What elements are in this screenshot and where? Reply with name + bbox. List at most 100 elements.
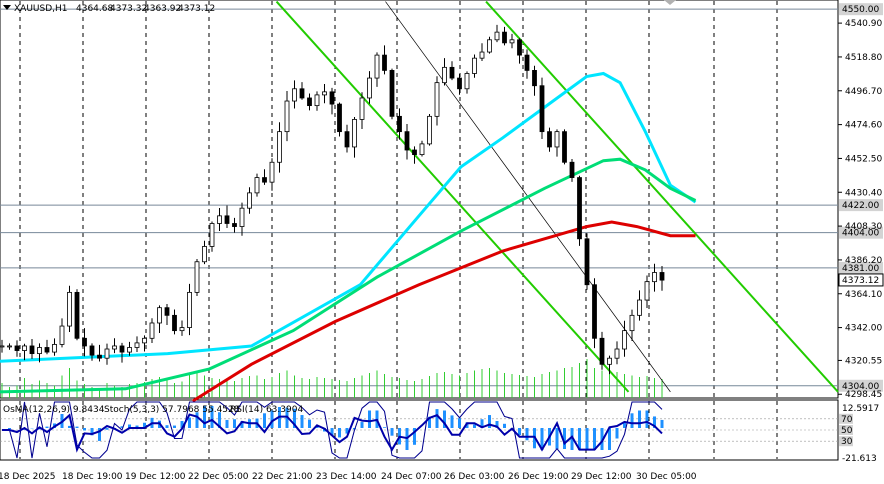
- candle-body: [262, 177, 267, 183]
- candle-body: [472, 57, 477, 74]
- y-tick-label: 4496.70: [845, 87, 882, 97]
- level-tag-label: 4404.00: [842, 229, 879, 239]
- y-tick-label: 4474.60: [845, 121, 882, 131]
- candle-body: [14, 345, 20, 351]
- candle-body: [22, 345, 27, 351]
- candle-body: [584, 238, 590, 286]
- candle-body: [202, 246, 207, 263]
- x-tick-label: 22 Dec 21:00: [252, 472, 313, 482]
- y-tick-label: 4342.00: [845, 324, 882, 334]
- osma-axis-max: 12.5917: [842, 404, 879, 414]
- candle-body: [337, 103, 342, 133]
- candle-body: [509, 39, 515, 44]
- candle-body: [119, 345, 125, 353]
- level-tag-label: 4550.00: [842, 5, 879, 15]
- price-series: [0, 24, 665, 375]
- x-tick-label: 24 Dec 07:00: [381, 472, 442, 482]
- x-tick-label: 26 Dec 03:00: [444, 472, 505, 482]
- candle-body: [52, 344, 57, 353]
- candle-body: [479, 51, 485, 59]
- candle-body: [209, 223, 215, 247]
- candle-body: [532, 70, 537, 87]
- candle-body: [67, 291, 72, 327]
- candle-body: [172, 314, 177, 332]
- candle-body: [157, 307, 162, 324]
- x-tick-label: 29 Dec 12:00: [571, 472, 632, 482]
- candle-body: [127, 347, 132, 353]
- price-pane: [0, 0, 839, 399]
- candle-body: [569, 161, 575, 178]
- candle-body: [7, 345, 12, 348]
- candle-body: [487, 39, 492, 53]
- indicator-level-tag: [839, 436, 853, 447]
- x-tick-label: 26 Dec 19:00: [508, 472, 569, 482]
- y-tick-label: 4364.10: [845, 290, 882, 300]
- candle-body: [292, 88, 297, 102]
- channel-line: [275, 0, 630, 393]
- y-tick-label: 4320.55: [845, 356, 882, 366]
- candle-body: [112, 345, 117, 350]
- candle-body: [554, 131, 560, 148]
- candle-body: [524, 54, 530, 71]
- candle-body: [562, 131, 567, 163]
- close-value: 4373.12: [178, 4, 215, 14]
- current-price-label: 4373.12: [842, 276, 879, 286]
- scroll-marker-icon[interactable]: [664, 0, 676, 5]
- x-tick-label: 30 Dec 05:00: [636, 472, 697, 482]
- candle-body: [659, 272, 665, 281]
- time-axis: 18 Dec 2025 18 Dec 19:00 19 Dec 12:00 22 De…: [0, 472, 697, 482]
- candle-body: [59, 325, 65, 345]
- candle-body: [464, 73, 470, 90]
- level-tag-bg: [839, 199, 883, 212]
- candle-body: [97, 354, 102, 359]
- level-tag-bg: [839, 3, 883, 16]
- candle-body: [239, 207, 245, 227]
- moving-averages: [0, 71, 697, 403]
- candle-body: [382, 54, 387, 71]
- candle-body: [232, 223, 237, 227]
- candle-body: [412, 149, 417, 156]
- candle-body: [644, 281, 650, 301]
- candle-body: [419, 143, 425, 156]
- moving-average-line: [191, 220, 696, 403]
- candle-body: [0, 345, 5, 348]
- candle-body: [44, 347, 50, 353]
- x-tick-label: 23 Dec 14:00: [316, 472, 377, 482]
- candle-body: [149, 322, 155, 339]
- collapse-arrow-icon[interactable]: [3, 5, 11, 10]
- candle-body: [502, 31, 507, 44]
- candle-body: [374, 54, 380, 79]
- indicator-level-tag: [839, 413, 853, 424]
- candle-body: [367, 77, 372, 99]
- y-tick-label: 4540.90: [845, 19, 882, 29]
- x-tick-label: 18 Dec 19:00: [62, 472, 123, 482]
- candle-body: [142, 337, 147, 344]
- candle-body: [329, 91, 335, 105]
- y-tick-label: 4386.20: [845, 256, 882, 266]
- candle-body: [389, 70, 395, 117]
- candle-body: [397, 115, 402, 133]
- candle-body: [652, 272, 657, 283]
- candle-body: [82, 337, 87, 347]
- candle-body: [164, 307, 170, 316]
- indicator-level-label: 50: [841, 426, 853, 436]
- candle-body: [269, 161, 275, 183]
- candle-body: [307, 97, 312, 107]
- candle-body: [607, 357, 612, 365]
- level-tag-label: 4381.00: [842, 264, 879, 274]
- x-tick-label: 19 Dec 12:00: [125, 472, 186, 482]
- candle-body: [37, 347, 42, 355]
- current-price-tag-bg: [838, 273, 884, 287]
- moving-average-line: [0, 157, 697, 394]
- indicator-level-label: 70: [841, 415, 853, 425]
- candle-body: [592, 284, 597, 339]
- level-tag-bg: [839, 226, 883, 239]
- candle-body: [314, 94, 320, 107]
- candle-body: [344, 131, 350, 148]
- candle-body: [427, 115, 432, 145]
- candle-body: [352, 119, 357, 148]
- stoch-main-line: [2, 401, 663, 459]
- candle-body: [29, 345, 35, 355]
